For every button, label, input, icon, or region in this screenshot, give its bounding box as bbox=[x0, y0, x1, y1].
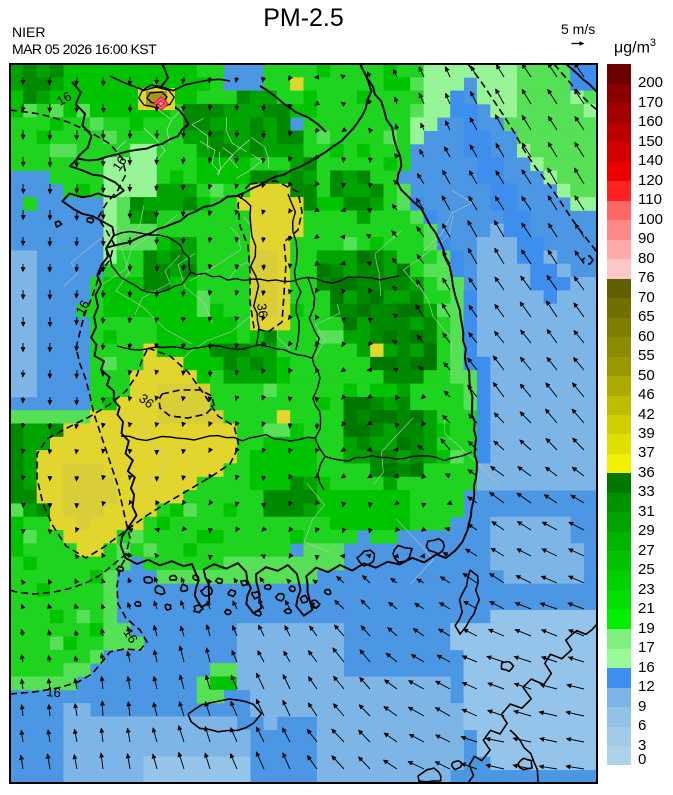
svg-text:16: 16 bbox=[109, 153, 130, 173]
svg-text:16: 16 bbox=[120, 626, 140, 646]
svg-text:16: 16 bbox=[46, 684, 62, 700]
svg-text:16: 16 bbox=[54, 88, 74, 108]
svg-text:16: 16 bbox=[72, 298, 92, 318]
svg-text:36: 36 bbox=[254, 302, 271, 318]
